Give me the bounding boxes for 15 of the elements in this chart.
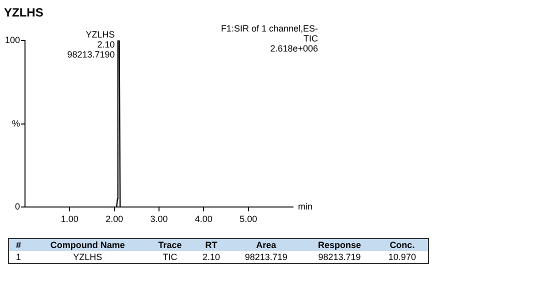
x-axis-title: min <box>298 202 313 212</box>
x-tick-label: 5.00 <box>240 214 258 224</box>
chart-title: YZLHS <box>4 6 44 20</box>
text: TIC <box>304 33 318 44</box>
x-tick-label: 2.00 <box>106 214 124 224</box>
x-tick-label: 3.00 <box>150 214 168 224</box>
table-row: 1 YZLHS TIC 2.10 98213.719 98213.719 10.970 <box>8 251 428 264</box>
text: F1:SIR of 1 channel,ES- <box>220 23 318 34</box>
y-tick-label: % <box>12 118 20 128</box>
y-tick-label: 100 <box>4 34 20 45</box>
annotation: 2.618e+006 <box>270 43 318 54</box>
y-tick-label: 0 <box>15 202 20 212</box>
annotation: YZLHS 2.10 98213.7190 <box>67 29 115 60</box>
x-tick-label: 1.00 <box>60 214 78 224</box>
x-tick-label: 4.00 <box>194 214 212 224</box>
